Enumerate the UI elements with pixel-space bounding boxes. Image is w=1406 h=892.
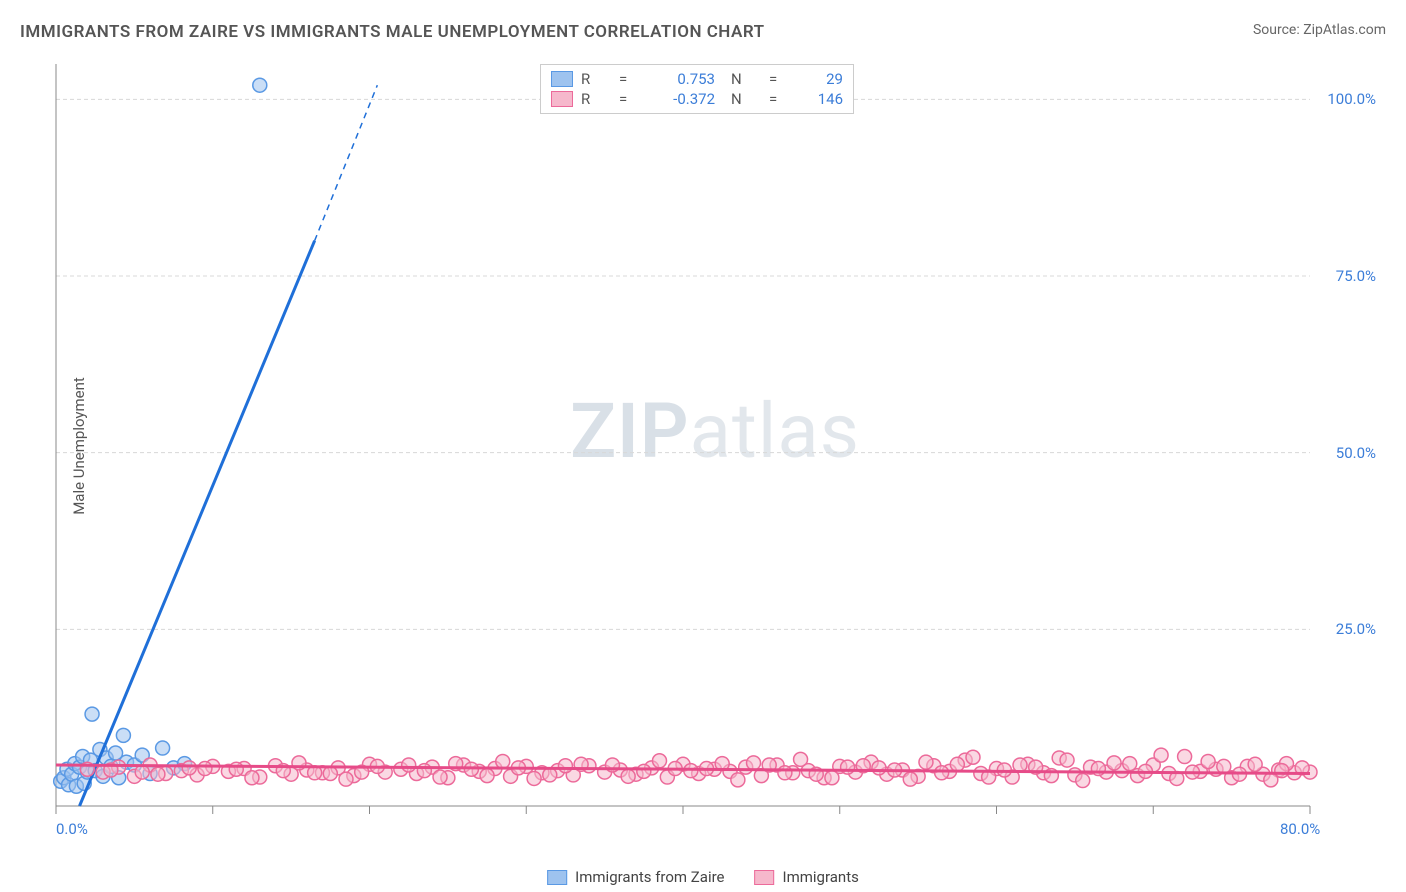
x-tick-label: 80.0% [1280,820,1320,838]
scatter-plot-svg [50,60,1380,850]
legend-n-label: N [731,70,761,88]
x-tick-label: 0.0% [56,820,88,838]
legend-stats: R = 0.753 N = 29 R = -0.372 N = 146 [540,64,854,114]
legend-r-label: R [581,90,611,108]
legend-eq: = [769,90,799,108]
legend-r-label: R [581,70,611,88]
legend-series-item[interactable]: Immigrants from Zaire [547,868,724,886]
legend-n-value: 29 [807,70,843,88]
legend-eq: = [619,90,649,108]
legend-series-label: Immigrants from Zaire [575,868,724,886]
legend-eq: = [769,70,799,88]
y-tick-label: 50.0% [1336,444,1376,462]
legend-stats-row: R = 0.753 N = 29 [551,69,843,89]
source-prefix: Source: [1253,22,1303,38]
legend-series: Immigrants from Zaire Immigrants [547,868,859,886]
chart-title: IMMIGRANTS FROM ZAIRE VS IMMIGRANTS MALE… [20,22,765,42]
legend-n-value: 146 [807,90,843,108]
source-link[interactable]: ZipAtlas.com [1303,22,1386,38]
legend-series-label: Immigrants [783,868,859,886]
legend-swatch [551,71,573,87]
legend-eq: = [619,70,649,88]
y-tick-label: 25.0% [1336,620,1376,638]
legend-r-value: 0.753 [657,70,715,88]
y-tick-label: 100.0% [1327,90,1376,108]
legend-swatch [755,870,775,885]
legend-swatch [551,91,573,107]
legend-swatch [547,870,567,885]
legend-r-value: -0.372 [657,90,715,108]
plot-area: ZIPatlas 25.0%50.0%75.0%100.0%0.0%80.0% [50,60,1380,850]
legend-series-item[interactable]: Immigrants [755,868,859,886]
y-tick-label: 75.0% [1336,267,1376,285]
legend-stats-row: R = -0.372 N = 146 [551,89,843,109]
source-attribution: Source: ZipAtlas.com [1253,22,1386,38]
legend-n-label: N [731,90,761,108]
